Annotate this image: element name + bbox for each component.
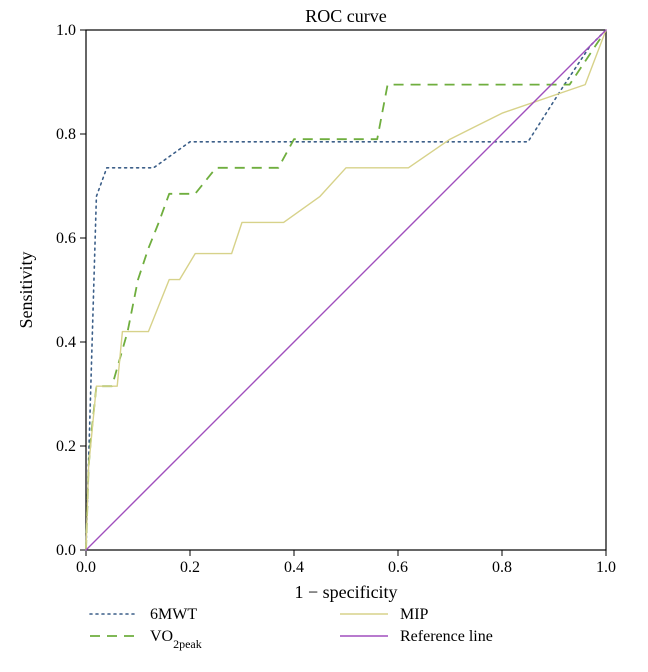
y-axis-label: Sensitivity [16, 251, 36, 328]
roc-chart-container: { "chart": { "type": "line", "title": "R… [0, 0, 648, 672]
legend-label: 6MWT [150, 606, 197, 623]
y-tick-label: 0.8 [56, 126, 76, 143]
legend-label: Reference line [400, 628, 493, 645]
x-axis-label: 1 − specificity [294, 582, 397, 602]
x-tick-label: 0.4 [284, 559, 304, 576]
x-tick-label: 0.2 [180, 559, 200, 576]
x-tick-label: 0.0 [76, 559, 96, 576]
x-tick-label: 0.8 [492, 559, 512, 576]
x-tick-label: 0.6 [388, 559, 408, 576]
y-tick-label: 0.2 [56, 438, 76, 455]
y-tick-label: 0.0 [56, 542, 76, 559]
y-tick-label: 1.0 [56, 22, 76, 39]
roc-chart-svg: ROC curve 0.0 0.2 0.4 0.6 0.8 1.0 0.0 0.2 0.4 0.6 0… [0, 0, 648, 672]
legend-label: VO2peak [150, 628, 202, 651]
chart-title: ROC curve [305, 6, 386, 26]
y-tick-label: 0.6 [56, 230, 76, 247]
series-reference-line [86, 30, 606, 550]
legend-label: MIP [400, 606, 429, 623]
x-tick-label: 1.0 [596, 559, 616, 576]
y-tick-label: 0.4 [56, 334, 76, 351]
